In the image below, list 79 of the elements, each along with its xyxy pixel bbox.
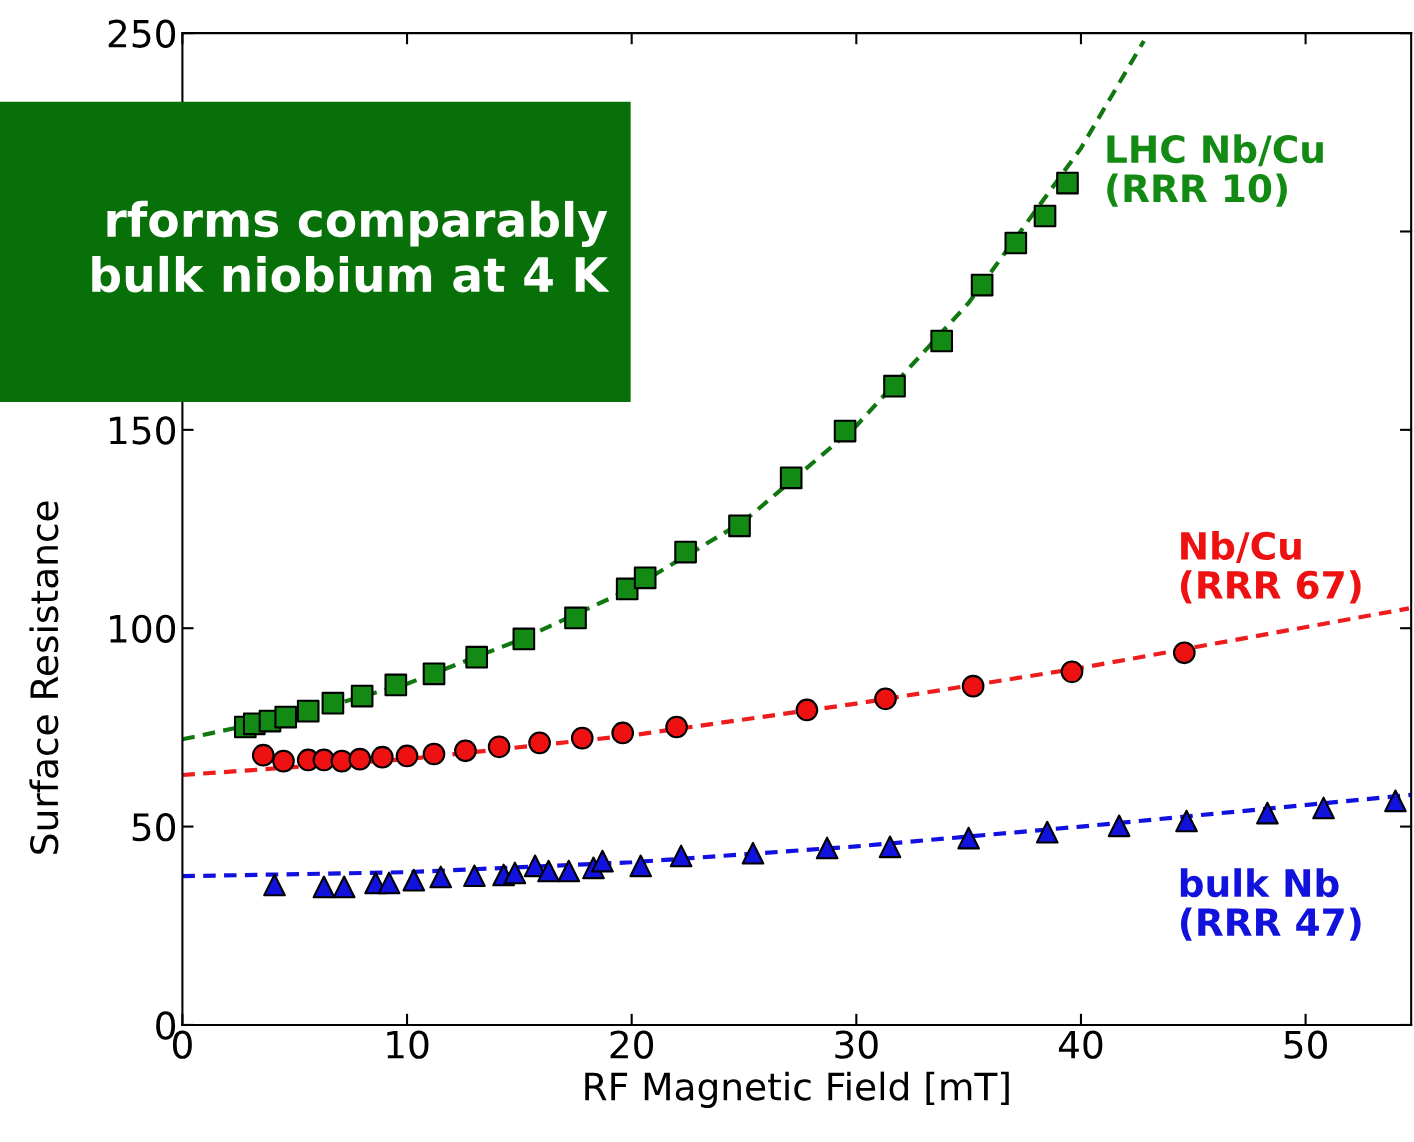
point (1107, 814, 1131, 838)
point (728, 514, 751, 538)
point (377, 871, 401, 895)
point (422, 662, 446, 686)
x-tick-label: 30 (835, 1030, 878, 1059)
point (779, 466, 803, 490)
point (629, 854, 653, 878)
point (1172, 641, 1196, 665)
point (312, 748, 336, 772)
x-tick-label: 20 (610, 1030, 654, 1059)
point (503, 861, 527, 885)
point (332, 875, 356, 899)
point (348, 747, 372, 771)
point (1175, 809, 1198, 833)
x-axis-title: RF Magnetic Field [mT] (585, 1071, 1009, 1108)
point (330, 749, 354, 773)
point (312, 875, 336, 899)
point (1384, 789, 1407, 813)
point (674, 540, 697, 564)
point (454, 739, 477, 763)
point (570, 726, 594, 750)
y-tick-label: 250 (108, 19, 176, 48)
point (961, 674, 985, 698)
point (611, 721, 635, 745)
point (1060, 660, 1084, 684)
point (795, 698, 819, 722)
point (874, 687, 897, 711)
point (429, 865, 453, 889)
point (957, 826, 980, 850)
y-tick-label: 0 (156, 1011, 176, 1040)
point (263, 873, 286, 897)
point (833, 419, 857, 443)
y-axis-title: Surface Resistance (29, 501, 59, 854)
point (669, 844, 693, 868)
point (422, 742, 446, 766)
point (296, 699, 320, 723)
series-label: bulk Nb (RRR 47) (1180, 868, 1361, 941)
y-tick-label: 150 (110, 416, 176, 445)
point (1035, 820, 1059, 844)
point (274, 705, 298, 729)
line-series (182, 606, 1412, 778)
point (1312, 796, 1335, 820)
point (350, 684, 374, 708)
point (251, 743, 275, 767)
point (537, 859, 560, 883)
point (1256, 801, 1279, 825)
point (633, 566, 657, 590)
point (528, 731, 551, 755)
point (557, 859, 581, 883)
point (487, 735, 511, 759)
point (402, 868, 426, 892)
point (1056, 171, 1079, 195)
annotation: rforms comparably bulk niobium at 4 K (92, 200, 610, 293)
point (512, 627, 536, 651)
point (384, 673, 408, 697)
point (815, 836, 839, 860)
point (591, 849, 614, 873)
point (741, 841, 765, 865)
point (1004, 231, 1028, 255)
point (564, 606, 587, 630)
point (370, 745, 394, 769)
point (930, 329, 954, 353)
y-tick-label: 100 (110, 614, 176, 643)
point (883, 374, 906, 398)
series-label: LHC Nb/Cu (RRR 10) (1107, 134, 1323, 207)
x-tick-label: 50 (1284, 1030, 1327, 1059)
point (878, 835, 902, 859)
point (463, 864, 486, 888)
y-tick-label: 50 (132, 812, 176, 842)
x-tick-label: 40 (1058, 1030, 1103, 1059)
x-tick-label: 10 (387, 1030, 429, 1059)
point (321, 691, 345, 715)
series-label: Nb/Cu (RRR 67) (1180, 530, 1361, 604)
point (665, 715, 688, 739)
point (465, 645, 489, 669)
point (272, 749, 295, 773)
point (395, 744, 419, 768)
point (1033, 204, 1057, 228)
point (970, 273, 994, 297)
